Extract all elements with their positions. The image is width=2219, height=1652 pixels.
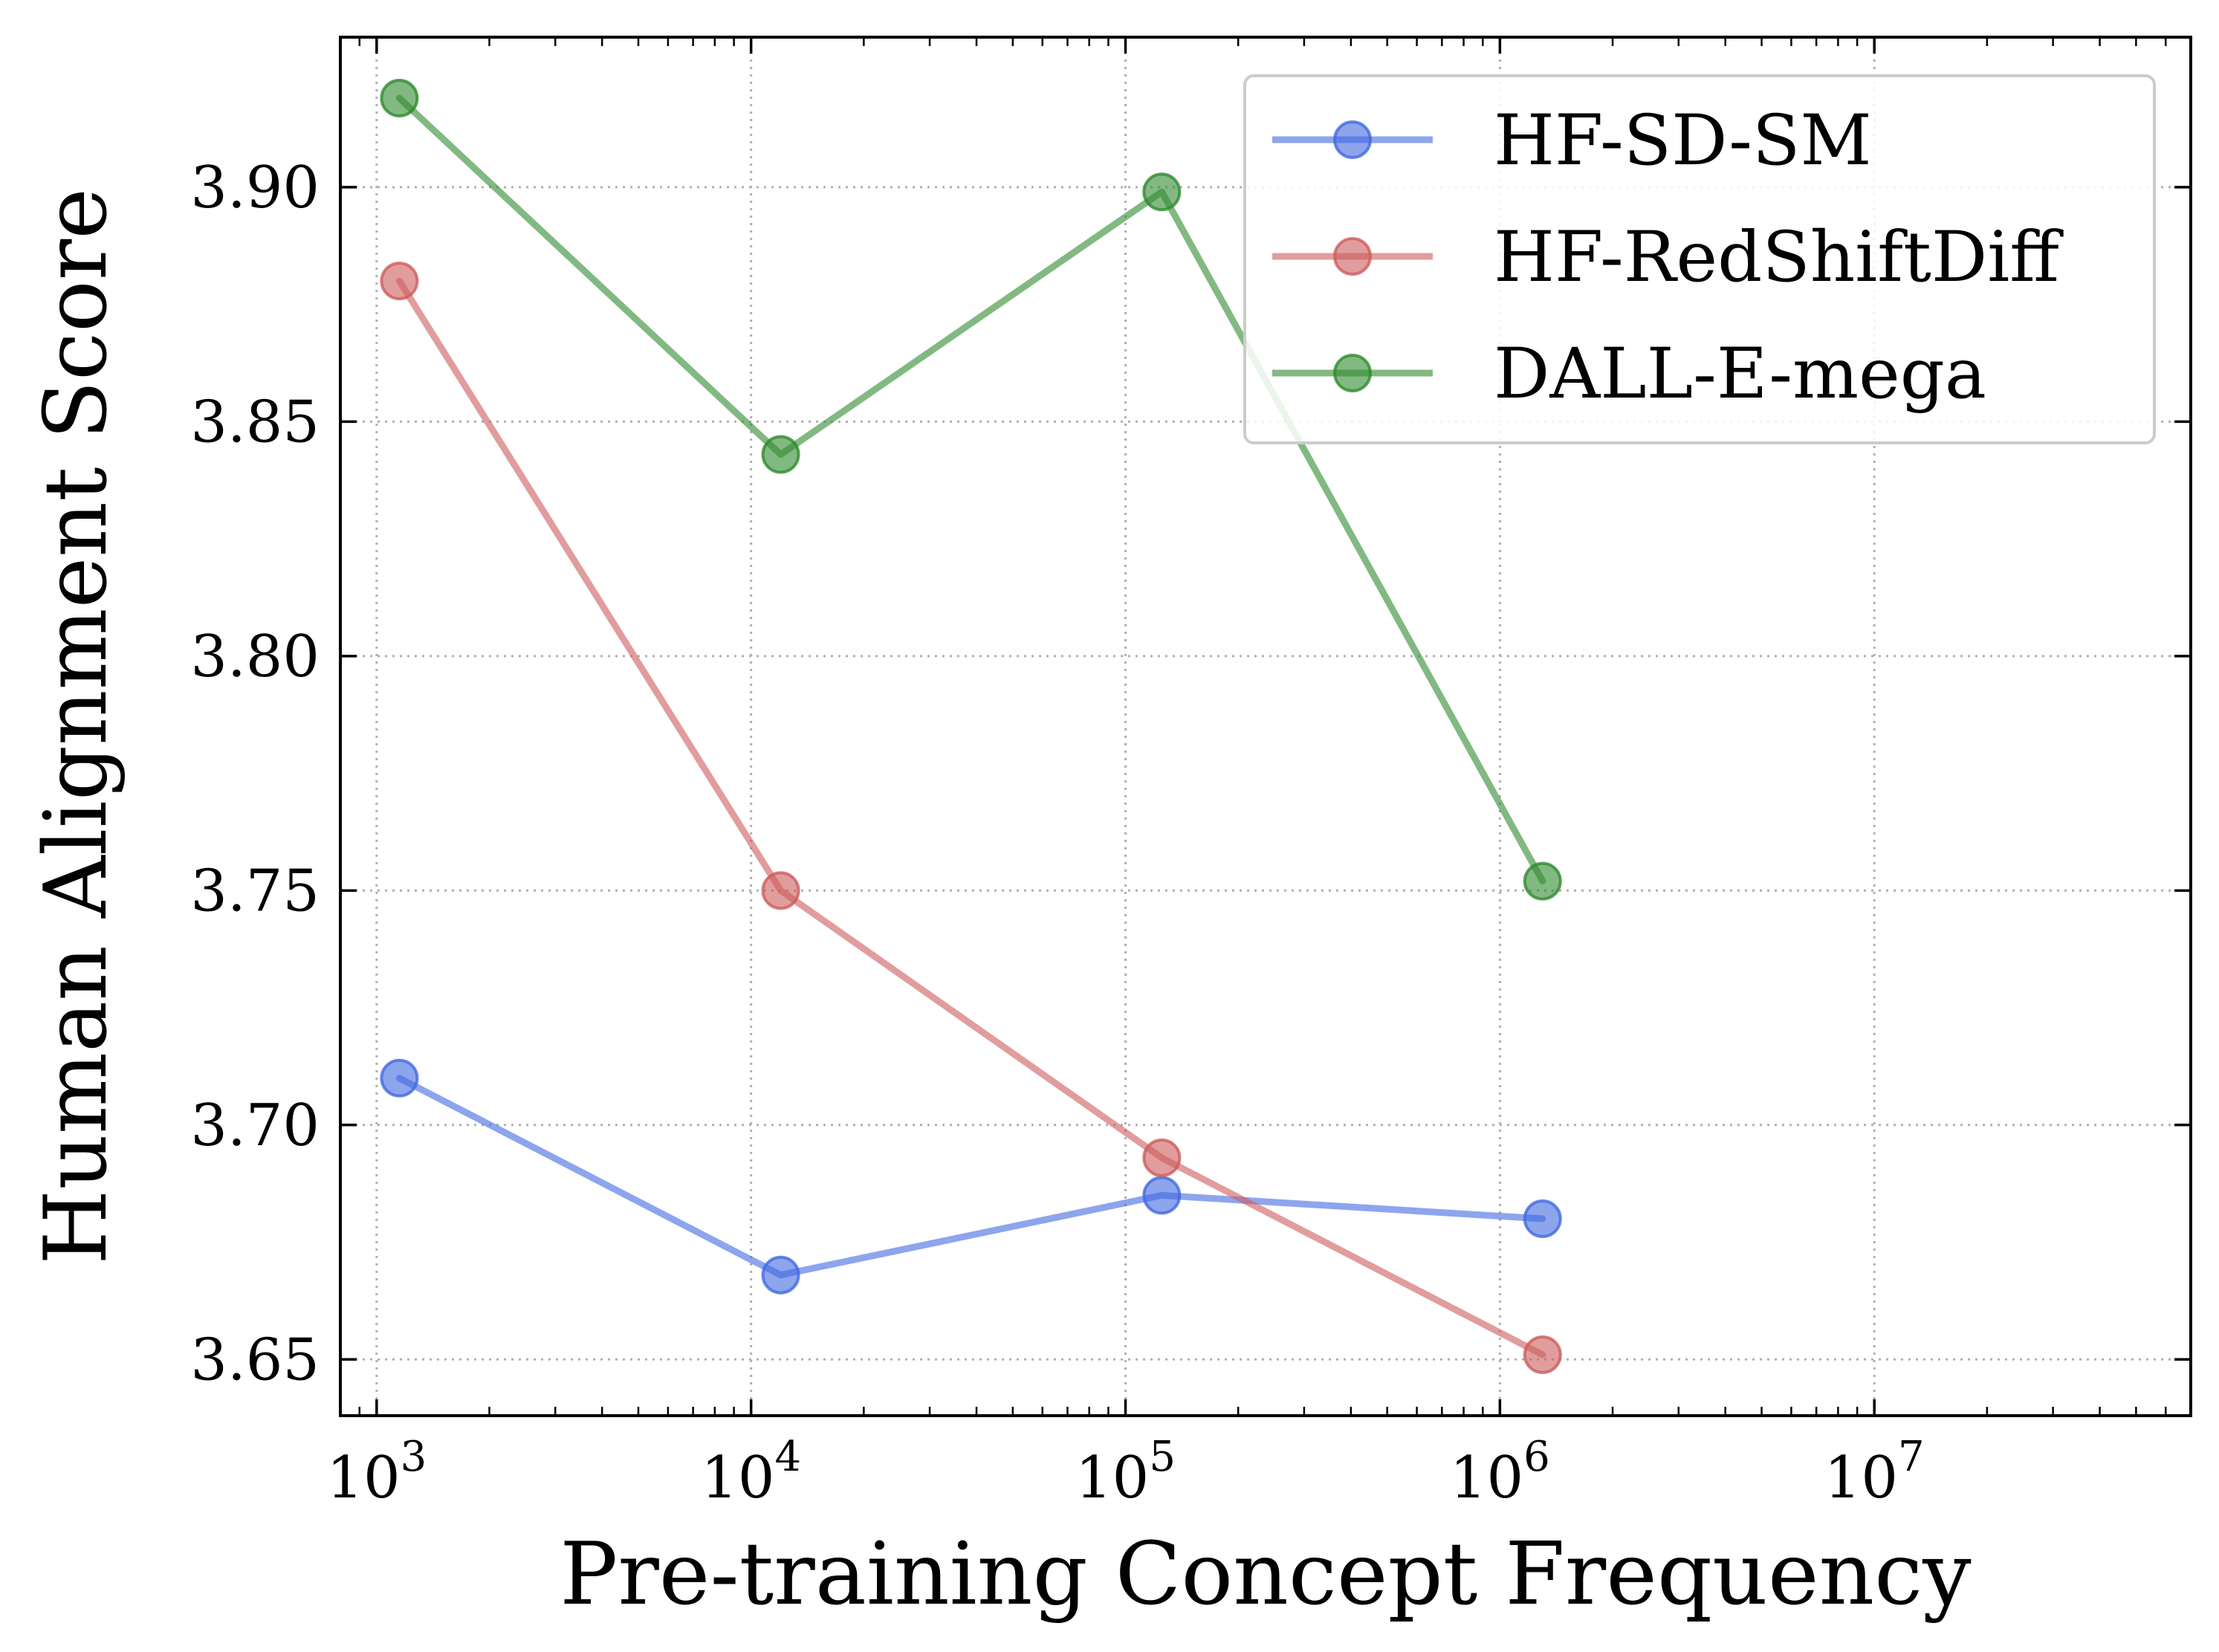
legend: HF-SD-SM HF-RedShiftDiff DALL-E-mega [1243,74,2156,444]
data-point [1523,861,1562,901]
series-line [395,277,1546,1358]
legend-item: HF-SD-SM [1272,100,1872,181]
data-point [761,1255,800,1295]
series-HF-SD-SM [380,1058,1562,1295]
data-point [1523,1335,1562,1374]
series-DALL-E-mega [380,79,1562,901]
series-group [380,79,1562,1374]
major-ticks [340,37,2191,1416]
x-tick-label: 106 [1450,1433,1550,1512]
x-tick-label: 104 [701,1433,801,1512]
data-point [380,79,419,118]
data-point [1142,1138,1182,1177]
legend-label: HF-SD-SM [1494,100,1872,181]
y-axis-title: Human Alignment Score [26,188,126,1265]
series-line [395,1075,1546,1279]
data-point [1523,1199,1562,1238]
legend-marker [1333,120,1372,159]
data-point [380,262,419,301]
y-tick-label: 3.80 [190,623,320,690]
y-tick-label: 3.65 [190,1327,320,1393]
series-line [395,94,1546,885]
x-tick-label: 107 [1824,1433,1925,1512]
y-tick-label: 3.70 [190,1092,320,1159]
legend-label: DALL-E-mega [1494,334,1986,415]
y-tick-label: 3.90 [190,155,320,221]
data-point [761,871,800,910]
legend-item: HF-RedShiftDiff [1272,217,2064,298]
data-point [380,1058,419,1098]
x-tick-label: 103 [326,1433,427,1512]
y-tick-labels: 3.65 3.70 3.75 3.80 3.85 3.90 [190,155,320,1393]
legend-marker [1333,354,1372,392]
y-tick-label: 3.75 [190,858,320,924]
x-tick-labels: 103 104 105 106 107 [326,1433,1924,1512]
data-point [1142,172,1182,212]
series-HF-RedShiftDiff [380,262,1562,1374]
data-point [1142,1176,1182,1215]
y-tick-label: 3.85 [190,389,320,456]
data-point [761,435,800,474]
x-tick-label: 105 [1075,1433,1176,1512]
plot-area-frame [339,36,2192,1417]
legend-marker [1333,237,1372,276]
legend-item: DALL-E-mega [1272,334,1986,415]
legend-items: HF-SD-SM HF-RedShiftDiff DALL-E-mega [1272,100,2064,415]
legend-box [1243,74,2156,444]
x-axis-title: Pre-training Concept Frequency [560,1524,1972,1625]
legend-label: HF-RedShiftDiff [1494,217,2064,298]
